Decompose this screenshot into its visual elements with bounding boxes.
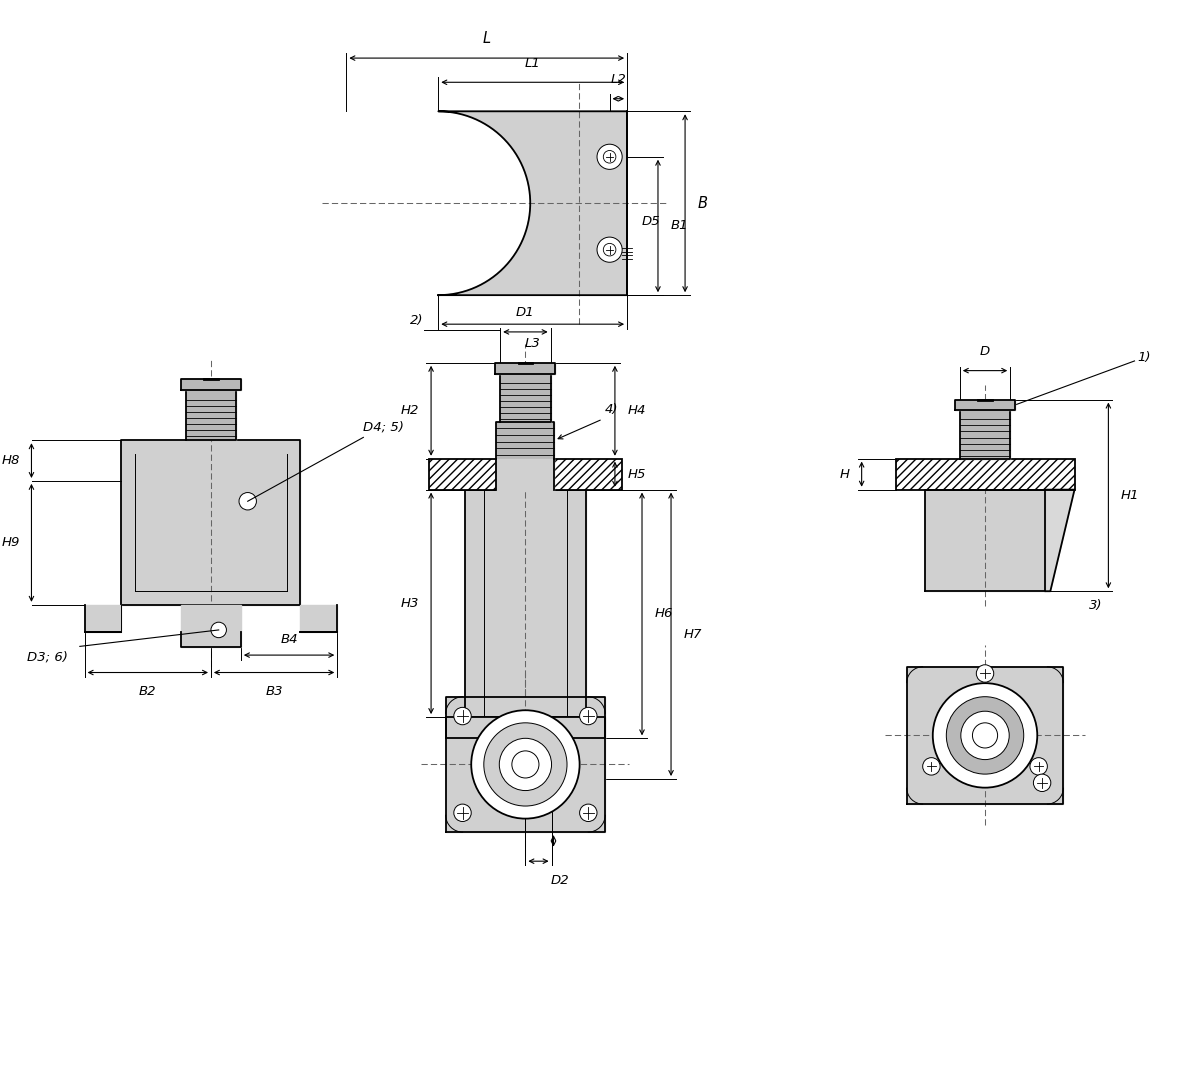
Circle shape [947,697,1024,774]
Circle shape [1030,757,1048,775]
Circle shape [961,711,1009,759]
Circle shape [454,708,472,725]
Polygon shape [496,363,556,374]
Text: B4: B4 [281,633,298,646]
Text: 4): 4) [605,403,618,416]
Text: H: H [840,467,850,480]
Circle shape [1033,774,1051,792]
Text: H1: H1 [1121,489,1139,502]
Circle shape [239,492,257,509]
Polygon shape [181,605,241,647]
Text: 2): 2) [410,314,424,327]
Polygon shape [121,440,300,605]
Polygon shape [907,667,1063,805]
Polygon shape [300,605,337,632]
Text: D3; 6): D3; 6) [26,651,67,663]
Polygon shape [85,605,121,632]
Text: L: L [482,30,491,45]
Polygon shape [497,459,554,490]
Polygon shape [515,739,536,779]
Text: H3: H3 [401,597,420,610]
Polygon shape [464,490,586,717]
Polygon shape [924,490,1045,591]
Polygon shape [438,111,628,295]
Circle shape [923,757,940,775]
Circle shape [598,144,622,169]
Circle shape [454,805,472,822]
Text: B1: B1 [671,220,688,233]
Circle shape [580,708,598,725]
Polygon shape [445,697,605,833]
Circle shape [977,665,994,682]
Text: H2: H2 [401,404,420,417]
Text: 1): 1) [1138,351,1151,364]
Text: B: B [697,196,708,211]
Polygon shape [960,410,1010,459]
Text: L1: L1 [524,57,540,70]
Text: H7: H7 [684,628,702,641]
Circle shape [512,751,539,778]
Bar [428,459,622,490]
Text: L2: L2 [611,73,626,86]
Text: L3: L3 [524,337,540,350]
Text: 3): 3) [1090,599,1103,612]
Polygon shape [955,400,1015,410]
Polygon shape [1045,490,1074,591]
Text: D5: D5 [642,214,660,227]
Text: H4: H4 [628,404,646,417]
Circle shape [932,683,1037,787]
Circle shape [484,723,568,806]
Circle shape [472,710,580,819]
Circle shape [211,623,227,638]
Circle shape [972,723,997,749]
Polygon shape [445,717,605,739]
Polygon shape [181,379,241,390]
Circle shape [499,739,552,791]
Polygon shape [500,374,551,422]
Text: H8: H8 [1,454,20,467]
Text: D4; 5): D4; 5) [364,420,404,434]
Bar [895,459,1074,490]
Text: H6: H6 [654,607,673,620]
Text: D1: D1 [516,306,535,320]
Text: B3: B3 [265,685,283,698]
Text: D2: D2 [551,873,569,886]
Text: H5: H5 [628,467,646,480]
Text: D: D [980,345,990,358]
Circle shape [580,805,598,822]
Text: B2: B2 [139,685,156,698]
Polygon shape [186,390,236,440]
Circle shape [598,237,622,263]
Polygon shape [497,422,554,459]
Text: H9: H9 [1,536,20,549]
